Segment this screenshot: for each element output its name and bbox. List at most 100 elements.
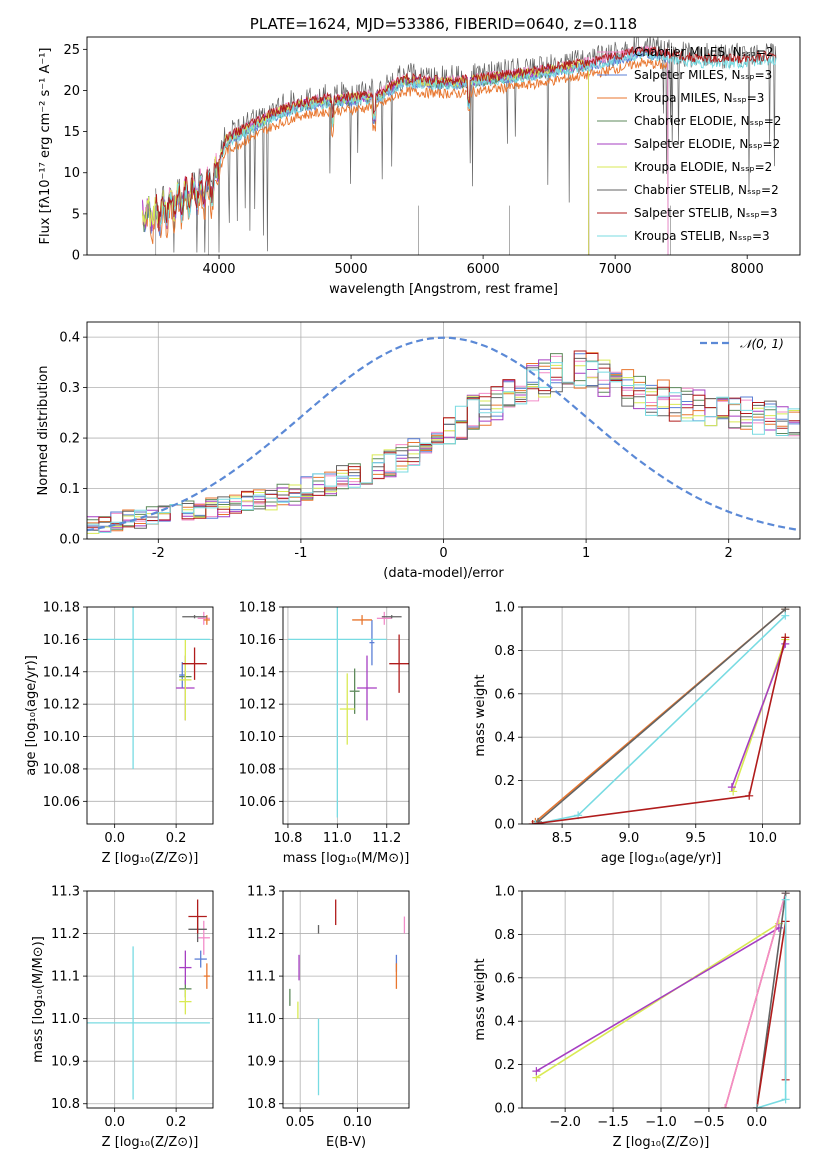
- axes-frame: [521, 606, 801, 825]
- weight-vs-metallicity-lines: [532, 891, 790, 1108]
- y-tick-label: 10.14: [239, 665, 276, 680]
- y-tick-label: 0.0: [494, 818, 515, 833]
- y-tick-label: 0.4: [494, 731, 515, 746]
- y-tick-label: 10: [63, 166, 80, 181]
- y-tick-label: 0.8: [494, 928, 515, 943]
- x-tick-label: 9.0: [619, 831, 640, 846]
- y-tick-label: 0.6: [494, 687, 515, 702]
- weight-series-line: [731, 643, 787, 788]
- y-tick-label: 10.06: [239, 795, 276, 810]
- legend-label: Chabrier ELODIE, Nₛₛₚ=2: [634, 114, 781, 128]
- x-tick-label: 0.05: [286, 1115, 315, 1130]
- mass-vs-metallicity-panel: 0.0 0.2 10.8 10.9 11.0 11.1 11.2 11.3 Z [log₁₀(Z…: [31, 885, 214, 1150]
- weight-vs-age-lines: [528, 607, 790, 824]
- x-axis-label: age [log₁₀(age/yr)]: [601, 851, 722, 866]
- y-axis-label: mass weight: [473, 674, 488, 756]
- y-tick-label: 10.9: [51, 1055, 80, 1070]
- mass-vs-metallicity-points: [87, 899, 210, 1100]
- y-tick-label: 0.3: [59, 381, 80, 396]
- y-axis-label: Normed distribution: [36, 366, 51, 496]
- y-tick-label: 11.2: [51, 927, 80, 942]
- weight-marker: [781, 895, 790, 904]
- x-axis-label: (data-model)/error: [383, 566, 504, 581]
- y-tick-label: 10.14: [43, 665, 80, 680]
- chart-title: PLATE=1624, MJD=53386, FIBERID=0640, z=0…: [250, 15, 637, 33]
- y-tick-label: 0.0: [59, 533, 80, 548]
- y-tick-label: 0.2: [494, 1058, 515, 1073]
- errorbar-point: [179, 950, 192, 985]
- y-tick-label: 15: [63, 125, 80, 140]
- errorbar-point: [87, 607, 210, 769]
- legend-label: Salpeter ELODIE, Nₛₛₚ=2: [634, 137, 780, 151]
- x-tick-label: 0.2: [166, 831, 187, 846]
- legend-label: Salpeter MILES, Nₛₛₚ=3: [634, 68, 772, 82]
- x-tick-label: 9.5: [685, 831, 706, 846]
- y-axis-label: age [log₁₀(age/yr)]: [24, 655, 39, 776]
- y-tick-label: 10.16: [43, 633, 80, 648]
- residuals-panel: -2 -1 0 1 2 0.0 0.1 0.2 0.3 0.4 (data-model)/error…: [36, 321, 801, 581]
- x-tick-label: 0.10: [343, 1115, 372, 1130]
- errorbar-point: [357, 655, 377, 721]
- errorbar-point: [182, 615, 207, 619]
- y-tick-label: 10.8: [247, 1097, 276, 1112]
- y-tick-label: 1.0: [494, 601, 515, 616]
- axes-frame: [521, 890, 801, 1109]
- errorbar-point: [203, 963, 210, 989]
- y-tick-label: 1.0: [494, 885, 515, 900]
- errorbar-point: [179, 662, 186, 688]
- x-tick-label: 0.0: [747, 1115, 768, 1130]
- weight-vs-age-panel: 8.5 9.0 9.5 10.0 0.0 0.2 0.4 0.6 0.8 1.0 age [log₁…: [473, 601, 801, 866]
- errorbar-point: [352, 615, 372, 625]
- y-tick-label: 0.8: [494, 644, 515, 659]
- y-tick-label: 10.08: [43, 762, 80, 777]
- x-tick-label: 2: [725, 546, 733, 561]
- axes-frame: [86, 890, 214, 1109]
- y-tick-label: 10.18: [43, 601, 80, 616]
- weight-marker: [781, 633, 790, 642]
- y-tick-label: 11.1: [51, 970, 80, 985]
- x-axis-label: Z [log₁₀(Z/Z⊙)]: [102, 1135, 199, 1150]
- spectrum-panel: 4000 5000 6000 7000 8000 0 5 10 15 20 25 wavelength…: [38, 15, 801, 297]
- legend-label: 𝒩(0, 1): [740, 337, 784, 351]
- y-tick-label: 0.2: [59, 432, 80, 447]
- weight-series-line: [537, 608, 786, 823]
- y-tick-label: 10.06: [43, 795, 80, 810]
- y-tick-label: 11.1: [247, 970, 276, 985]
- legend-label: Chabrier STELIB, Nₛₛₚ=2: [634, 183, 779, 197]
- weight-marker: [727, 783, 736, 792]
- mass-vs-extinction-points: [289, 899, 406, 1096]
- errorbar-point: [179, 988, 192, 1015]
- x-tick-label: 0: [439, 546, 447, 561]
- spectrum-legend: Chabrier MILES, Nₛₛₚ=2 Salpeter MILES, Nₛ…: [597, 45, 781, 243]
- weight-marker: [528, 820, 537, 824]
- errorbar-point: [369, 619, 375, 666]
- x-tick-label: 6000: [467, 262, 500, 277]
- y-tick-label: 0.1: [59, 482, 80, 497]
- y-tick-label: 25: [63, 43, 80, 58]
- x-tick-label: −2.0: [549, 1115, 581, 1130]
- x-tick-label: 4000: [202, 262, 235, 277]
- errorbar-point: [389, 634, 409, 693]
- weight-vs-metallicity-panel: −2.0 −1.5 −1.0 −0.5 0.0 0.0 0.2 0.4 0.6 0.8 1.0 Z […: [473, 885, 801, 1150]
- errorbar-point: [339, 673, 355, 745]
- y-tick-label: 10.10: [239, 730, 276, 745]
- y-axis-label: Flux [fλ10⁻¹⁷ erg cm⁻² s⁻¹ A⁻¹]: [38, 48, 53, 245]
- y-tick-label: 11.0: [247, 1012, 276, 1027]
- residuals-legend: 𝒩(0, 1): [700, 337, 784, 351]
- errorbar-point: [349, 668, 360, 714]
- y-tick-label: 10.10: [43, 730, 80, 745]
- errorbar-point: [287, 607, 387, 818]
- axes-frame: [282, 890, 410, 1109]
- weight-marker: [721, 1104, 730, 1108]
- weight-series-line: [724, 892, 787, 1108]
- errorbar-point: [188, 899, 207, 934]
- x-tick-label: 8.5: [552, 831, 573, 846]
- y-tick-label: 11.3: [247, 885, 276, 900]
- spectrum-line-kroupa-miles: [142, 57, 669, 255]
- x-axis-label: E(B-V): [326, 1135, 366, 1150]
- residual-histograms: [87, 336, 800, 534]
- y-tick-label: 10.16: [239, 633, 276, 648]
- x-tick-label: 5000: [335, 262, 368, 277]
- age-vs-metallicity-panel: 0.0 0.2 10.06 10.08 10.10 10.12 10.14 10.16 10.1…: [24, 601, 214, 866]
